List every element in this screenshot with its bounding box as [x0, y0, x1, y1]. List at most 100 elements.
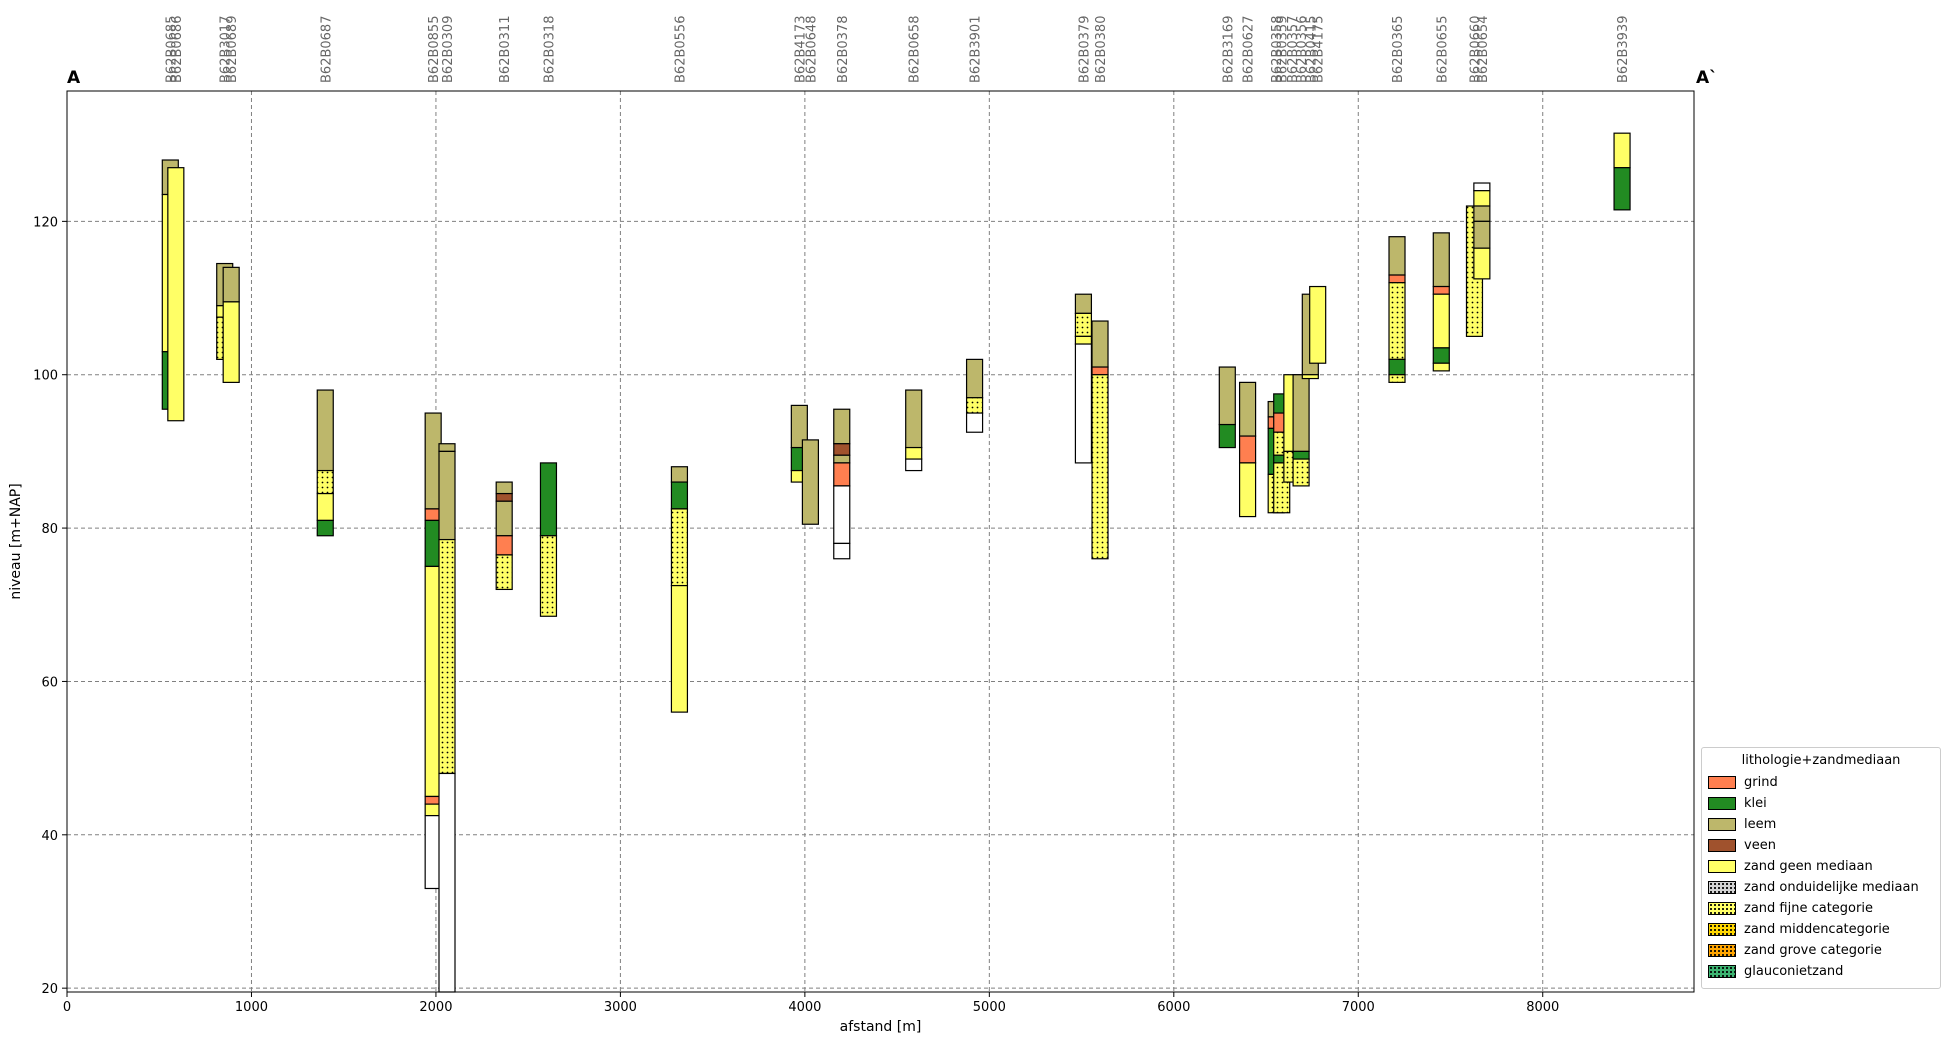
section-end-label: A`: [1696, 68, 1718, 88]
borehole-label: B62B0356: [1295, 16, 1310, 83]
x-tick-label: 8000: [1526, 1000, 1559, 1015]
y-tick-label: 80: [41, 522, 58, 537]
borehole-column: [670, 466, 689, 713]
borehole-label: B62B0855: [427, 16, 442, 83]
borehole-column: [539, 462, 558, 617]
layer-segment: [1218, 423, 1236, 449]
borehole-column: [438, 443, 456, 993]
layer-segment: [1473, 247, 1491, 280]
layer-hatch: [966, 397, 983, 414]
x-tick-label: 5000: [973, 1000, 1006, 1015]
layer-segment: [965, 412, 984, 433]
borehole-label: B62B0689: [225, 16, 240, 83]
borehole-label: B62B0380: [1094, 16, 1109, 83]
layer-hatch: [671, 508, 688, 586]
borehole-label: B62B0687: [319, 16, 334, 83]
layer-segment: [495, 535, 513, 556]
layer-segment: [438, 443, 456, 452]
y-tick-label: 60: [41, 675, 58, 690]
legend-item: zand onduidelijke mediaan: [1708, 877, 1934, 898]
borehole-column: [833, 408, 851, 560]
layer-segment: [1292, 450, 1310, 460]
borehole-column: [495, 481, 513, 591]
layer-hatch: [1389, 374, 1406, 383]
x-tick-label: 3000: [604, 1000, 637, 1015]
grid-lines: [67, 91, 1694, 992]
layer-segment: [438, 450, 456, 541]
layer-segment: [833, 408, 851, 445]
layer-segment: [1388, 236, 1406, 276]
legend-label: zand onduidelijke mediaan: [1744, 880, 1919, 895]
layer-segment: [1091, 320, 1109, 368]
x-axis-ticks: 0 1000 2000 3000 4000 5000 6000 7000 8000: [63, 992, 1559, 1015]
legend-swatch: [1708, 944, 1736, 957]
legend-label: grind: [1744, 775, 1778, 790]
legend-label: zand middencategorie: [1744, 922, 1890, 937]
borehole-label: B62B0311: [498, 16, 513, 83]
layer-segment: [1238, 462, 1257, 518]
layer-segment: [222, 266, 240, 303]
layer-hatch: [540, 535, 557, 617]
layer-segment: [1473, 205, 1491, 222]
borehole-column: [316, 389, 334, 537]
layer-segment: [495, 500, 513, 537]
layer-segment: [316, 519, 334, 537]
x-tick-label: 4000: [788, 1000, 821, 1015]
legend-label: zand fijne categorie: [1744, 901, 1873, 916]
borehole-column: [801, 439, 820, 525]
layer-segment: [438, 772, 456, 993]
borehole-columns: [161, 132, 1631, 993]
legend-swatch: [1708, 965, 1736, 978]
borehole-label: B62B0378: [836, 16, 851, 83]
layer-segment: [965, 358, 984, 399]
layer-segment: [1091, 366, 1109, 376]
borehole-column: [1388, 236, 1406, 383]
layer-segment: [905, 458, 923, 472]
legend-swatch: [1708, 797, 1736, 810]
borehole-label: B62B0359: [1276, 16, 1291, 83]
borehole-label: B62B0379: [1077, 16, 1092, 83]
layer-segment: [670, 584, 689, 713]
borehole-column: [1238, 381, 1257, 518]
x-axis-label: afstand [m]: [840, 1019, 922, 1035]
layer-segment: [1074, 343, 1093, 464]
layer-segment: [1238, 435, 1257, 464]
legend-swatch: [1708, 923, 1736, 936]
legend-item: glauconietzand: [1708, 961, 1934, 982]
layer-hatch: [1293, 459, 1310, 486]
layer-segment: [495, 481, 513, 495]
layer-segment: [801, 439, 820, 525]
legend-label: zand geen mediaan: [1744, 859, 1873, 874]
layer-segment: [1432, 232, 1450, 288]
legend-item: zand geen mediaan: [1708, 856, 1934, 877]
layer-segment: [1388, 358, 1406, 376]
borehole-label: B62B0686: [170, 16, 185, 83]
borehole-label: B62B0357: [1286, 16, 1301, 83]
layer-segment: [167, 167, 185, 422]
borehole-label: B62B0654: [1476, 16, 1491, 83]
layer-hatch: [1389, 282, 1406, 360]
legend: lithologie+zandmediaan grind klei leem veen…: [1701, 747, 1941, 989]
layer-segment: [833, 542, 851, 560]
layer-hatch: [496, 554, 513, 590]
borehole-label: B62B3901: [969, 16, 984, 83]
section-start-label: A: [67, 68, 81, 88]
borehole-label: B62B0318: [542, 16, 557, 83]
borehole-column: [1218, 366, 1236, 449]
borehole-column: [167, 167, 185, 422]
legend-swatch: [1708, 818, 1736, 831]
x-tick-label: 6000: [1157, 1000, 1190, 1015]
legend-item: zand middencategorie: [1708, 919, 1934, 940]
legend-item: veen: [1708, 835, 1934, 856]
borehole-label: B62B3939: [1616, 16, 1631, 83]
legend-swatch: [1708, 839, 1736, 852]
legend-label: glauconietzand: [1744, 964, 1844, 979]
borehole-label: B62B0655: [1435, 16, 1450, 83]
layer-segment: [905, 389, 923, 449]
legend-item: grind: [1708, 772, 1934, 793]
borehole-label: B62B0556: [673, 16, 688, 83]
layer-segment: [1301, 374, 1319, 380]
layer-hatch: [1075, 313, 1092, 337]
x-tick-label: 1000: [235, 1000, 268, 1015]
layer-segment: [1309, 285, 1327, 364]
